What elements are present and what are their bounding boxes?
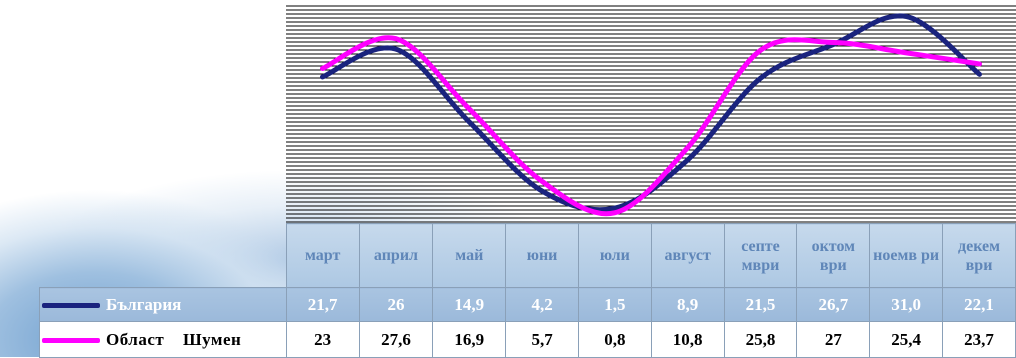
legend-entry-bulgaria: България xyxy=(39,287,287,322)
series-label: Област Шумен xyxy=(106,330,242,350)
table-cell: 27,6 xyxy=(358,321,434,358)
table-cell: 16,9 xyxy=(432,321,507,358)
data-table: март април май юни юли август септе мври… xyxy=(39,223,1016,358)
series-label: България xyxy=(106,295,182,315)
month-header: септе мври xyxy=(723,223,798,288)
table-cell: 26,7 xyxy=(796,287,871,322)
month-header: октом ври xyxy=(796,223,871,288)
table-corner xyxy=(40,224,287,288)
month-header: ноемв ри xyxy=(869,223,944,288)
table-cell: 27 xyxy=(796,321,871,358)
table-cell: 1,5 xyxy=(577,287,652,322)
table-cell: 0,8 xyxy=(577,321,652,358)
table-cell: 21,5 xyxy=(723,287,798,322)
table-row-shumen: Област Шумен 23 27,6 16,9 5,7 0,8 10,8 2… xyxy=(39,321,1016,358)
month-header: юли xyxy=(577,223,652,288)
month-header: юни xyxy=(505,223,579,288)
month-header: декем ври xyxy=(942,223,1016,288)
table-cell: 14,9 xyxy=(432,287,507,322)
table-cell: 25,4 xyxy=(869,321,944,358)
table-cell: 5,7 xyxy=(505,321,579,358)
table-cell: 23 xyxy=(285,321,360,358)
table-cell: 21,7 xyxy=(285,287,360,322)
gridlines xyxy=(286,5,1016,223)
table-cell: 10,8 xyxy=(650,321,725,358)
table-cell: 4,2 xyxy=(505,287,579,322)
table-row-bulgaria: България 21,7 26 14,9 4,2 1,5 8,9 21,5 2… xyxy=(39,287,1016,322)
table-cell: 25,8 xyxy=(723,321,798,358)
series-lines xyxy=(320,13,982,217)
month-header: април xyxy=(358,223,434,288)
legend-line-swatch xyxy=(42,337,100,343)
table-cell: 31,0 xyxy=(869,287,944,322)
legend-line-swatch xyxy=(42,302,100,308)
month-header: март xyxy=(285,223,360,288)
series-line-shumen xyxy=(320,35,982,217)
table-cell: 26 xyxy=(358,287,434,322)
month-header: май xyxy=(432,223,507,288)
table-cell: 22,1 xyxy=(942,287,1016,322)
table-cell: 8,9 xyxy=(650,287,725,322)
series-line-bulgaria xyxy=(320,13,982,213)
table-header-row: март април май юни юли август септе мври… xyxy=(40,223,1016,288)
legend-entry-shumen: Област Шумен xyxy=(39,321,287,358)
month-header: август xyxy=(650,223,725,288)
table-cell: 23,7 xyxy=(942,321,1016,358)
